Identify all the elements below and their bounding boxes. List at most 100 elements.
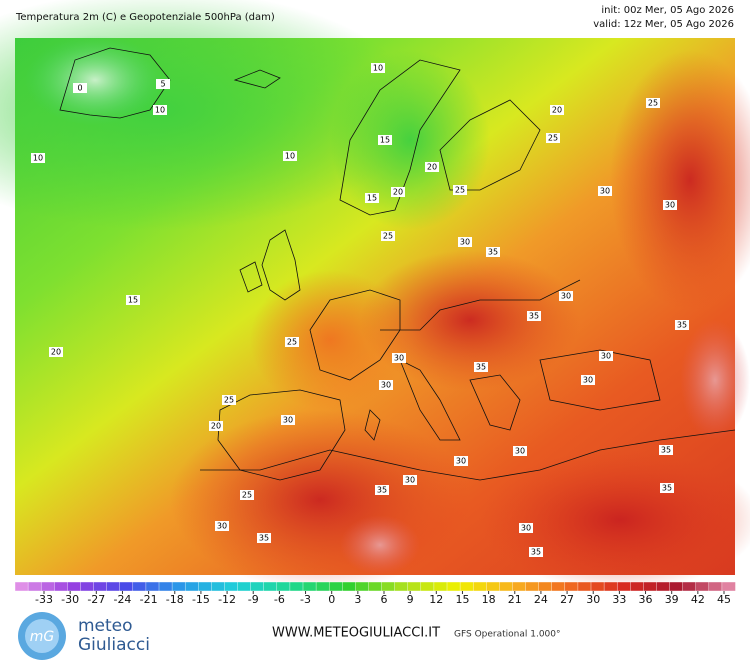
contour-label-box: [675, 320, 689, 330]
contour-label: 30: [601, 352, 611, 361]
init-time: init: 00z Mer, 05 Ago 2026: [601, 5, 734, 16]
colorbar-swatch: [656, 581, 671, 592]
colorbar-tick-label: -9: [248, 593, 259, 606]
colorbar-swatch: [590, 581, 605, 592]
contour-label-box: [598, 186, 612, 196]
colorbar-swatch: [250, 581, 265, 592]
contour-label: 35: [488, 248, 498, 257]
contour-label-box: [425, 162, 439, 172]
contour-label: 30: [515, 447, 525, 456]
colorbar-tick-label: 12: [429, 593, 443, 606]
colorbar-tick-label: 15: [455, 593, 469, 606]
contour-label: 30: [217, 522, 227, 531]
contour-label-box: [392, 353, 406, 363]
contour-label: 20: [211, 422, 221, 431]
colorbar-tick-label: 3: [354, 593, 361, 606]
colorbar-tick-label: 0: [328, 593, 335, 606]
contour-label-box: [646, 98, 660, 108]
colorbar-swatch: [171, 581, 186, 592]
contour-label-box: [660, 483, 674, 493]
contour-label-box: [513, 446, 527, 456]
colorbar-tick-label: -27: [87, 593, 105, 606]
colorbar-swatch: [407, 581, 422, 592]
colorbar-swatch: [106, 581, 121, 592]
contour-label: 10: [285, 152, 295, 161]
colorbar-swatch: [119, 581, 134, 592]
colorbar-swatch: [355, 581, 370, 592]
logo-mark: mG: [30, 629, 55, 645]
logo: mG meteo Giuliacci: [18, 612, 150, 660]
contour-label: 30: [600, 187, 610, 196]
contour-label-box: [458, 237, 472, 247]
contour-label: 30: [456, 457, 466, 466]
contour-label-box: [365, 193, 379, 203]
contour-label-box: [379, 380, 393, 390]
colorbar-tick-label: 39: [665, 593, 679, 606]
colorbar-swatch: [289, 581, 304, 592]
colorbar-tick-label: -3: [300, 593, 311, 606]
contour-label-box: [529, 547, 543, 557]
contour-label: 10: [373, 64, 383, 73]
colorbar-swatch: [27, 581, 42, 592]
colorbar-swatch: [551, 581, 566, 592]
colorbar-swatch: [538, 581, 553, 592]
colorbar-swatch: [158, 581, 173, 592]
contour-label-box: [559, 291, 573, 301]
contour-label-box: [31, 153, 45, 163]
contour-label-box: [391, 187, 405, 197]
contour-label-box: [663, 200, 677, 210]
model-name: GFS Operational 1.000°: [454, 630, 561, 640]
colorbar-tick-label: 45: [717, 593, 731, 606]
colorbar-tick-label: -18: [166, 593, 184, 606]
colorbar-swatch: [564, 581, 579, 592]
contour-label: 30: [381, 381, 391, 390]
contour-label-box: [371, 63, 385, 73]
colorbar-swatch: [237, 581, 252, 592]
colorbar-swatch: [446, 581, 461, 592]
contour-label-box: [375, 485, 389, 495]
contour-label-box: [453, 185, 467, 195]
colorbar-swatch: [315, 581, 330, 592]
contour-label: 25: [455, 186, 465, 195]
contour-label: 30: [394, 354, 404, 363]
contour-label: 20: [393, 188, 403, 197]
contour-label-box: [285, 337, 299, 347]
colorbar-swatch: [328, 581, 343, 592]
contour-label: 30: [283, 416, 293, 425]
colorbar-swatch: [616, 581, 631, 592]
contour-label-box: [581, 375, 595, 385]
contour-label: 35: [661, 446, 671, 455]
colorbar-swatch: [525, 581, 540, 592]
colorbar-swatch: [682, 581, 697, 592]
colorbar-tick-label: 24: [534, 593, 548, 606]
colorbar-swatch: [14, 581, 29, 592]
contour-label-box: [283, 151, 297, 161]
contour-label: 15: [367, 194, 377, 203]
colorbar-swatch: [420, 581, 435, 592]
contour-label: 30: [583, 376, 593, 385]
colorbar-swatch: [512, 581, 527, 592]
contour-label-box: [126, 295, 140, 305]
colorbar-swatch: [132, 581, 147, 592]
colorbar-swatch: [381, 581, 396, 592]
colorbar-swatch: [184, 581, 199, 592]
website-url: WWW.METEOGIULIACCI.IT: [272, 626, 440, 641]
contour-label-box: [381, 231, 395, 241]
colorbar-swatch: [93, 581, 108, 592]
contour-label: 5: [160, 80, 165, 89]
contour-label-box: [403, 475, 417, 485]
contour-labels: 0 5 10 10 10 10 15 20 20 25 25 20 15 25 30 30 25 30 35 15 20…: [31, 63, 689, 557]
contour-label: 35: [662, 484, 672, 493]
contour-label-box: [519, 523, 533, 533]
contour-label: 10: [155, 106, 165, 115]
brand-top: meteo: [78, 616, 133, 636]
contour-label: 25: [648, 99, 658, 108]
colorbar-tick-label: -6: [274, 593, 285, 606]
contour-label-box: [454, 456, 468, 466]
colorbar-tick-label: -30: [61, 593, 79, 606]
colorbar-tick-label: 42: [691, 593, 705, 606]
contour-label: 20: [552, 106, 562, 115]
colorbar-tick-label: 9: [407, 593, 414, 606]
colorbar-swatch: [67, 581, 82, 592]
contour-label: 35: [259, 534, 269, 543]
